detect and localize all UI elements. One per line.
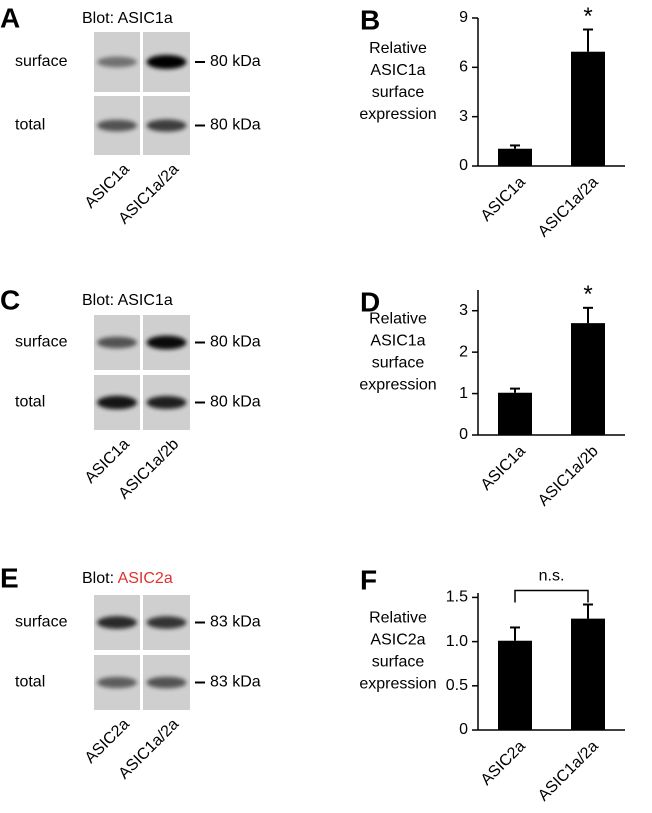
marker-label: 83 kDa — [210, 674, 261, 691]
x-tick-label: ASIC1a/2a — [535, 738, 602, 805]
marker-label: 80 kDa — [210, 117, 261, 134]
y-tick-label: 0 — [459, 721, 468, 738]
bar — [571, 323, 605, 435]
bar — [498, 392, 532, 435]
y-axis-label: ASIC1a — [370, 333, 425, 350]
y-tick-label: 9 — [459, 9, 468, 26]
blot-band — [97, 395, 137, 410]
marker-label: 80 kDa — [210, 394, 261, 411]
panel-letter: A — [0, 2, 20, 33]
blot-prefix: Blot: — [82, 570, 114, 587]
blot-row-label: surface — [15, 53, 68, 70]
y-axis-label: Relative — [369, 40, 427, 57]
panel-letter: B — [360, 4, 380, 35]
marker-label: 80 kDa — [210, 334, 261, 351]
bar — [498, 148, 532, 166]
y-tick-label: 3 — [459, 108, 468, 125]
blot-band — [146, 119, 187, 132]
panel-letter: C — [0, 284, 20, 315]
significance-mark: * — [583, 3, 592, 30]
blot-band — [146, 335, 187, 350]
marker-label: 83 kDa — [210, 614, 261, 631]
marker-label: 80 kDa — [210, 53, 261, 70]
y-tick-label: 0 — [459, 426, 468, 443]
bar — [571, 51, 605, 166]
blot-target: ASIC1a — [118, 292, 173, 309]
blot-band — [146, 55, 187, 69]
blot-title: Blot: ASIC1a — [82, 10, 173, 27]
y-tick-label: 3 — [459, 302, 468, 319]
blot-row-label: total — [15, 117, 45, 134]
blot-band — [146, 395, 187, 410]
blot-band — [97, 336, 137, 349]
bar — [571, 618, 605, 730]
y-tick-label: 0.5 — [446, 677, 468, 694]
lane-label: ASIC1a — [82, 436, 133, 487]
x-tick-label: ASIC1a/2a — [535, 174, 602, 241]
y-axis-label: ASIC1a — [370, 62, 425, 79]
significance-mark: * — [583, 281, 592, 308]
blot-band — [146, 616, 187, 629]
blot-band — [97, 56, 137, 68]
x-tick-label: ASIC1a — [478, 443, 529, 494]
bracket — [514, 589, 589, 603]
y-axis-label: surface — [372, 355, 425, 372]
y-tick-label: 1.0 — [446, 633, 468, 650]
y-axis-label: Relative — [369, 311, 427, 328]
y-tick-label: 0 — [459, 157, 468, 174]
x-tick-label: ASIC1a/2b — [535, 443, 602, 510]
blot-row-label: total — [15, 674, 45, 691]
blot-row-label: surface — [15, 614, 68, 631]
blot-prefix: Blot: — [82, 10, 114, 27]
lane-label: ASIC1a — [82, 161, 133, 212]
y-axis-label: expression — [359, 377, 436, 394]
bracket-label: n.s. — [539, 568, 565, 585]
blot-target: ASIC1a — [118, 10, 173, 27]
blot-row-label: total — [15, 394, 45, 411]
blot-target: ASIC2a — [118, 570, 173, 587]
y-tick-label: 6 — [459, 59, 468, 76]
blot-prefix: Blot: — [82, 292, 114, 309]
blot-band — [97, 676, 137, 689]
x-tick-label: ASIC1a — [478, 174, 529, 225]
y-tick-label: 1 — [459, 385, 468, 402]
blot-band — [97, 616, 137, 629]
blot-row-label: surface — [15, 334, 68, 351]
lane-label: ASIC2a — [82, 716, 133, 767]
y-axis-label: expression — [359, 676, 436, 693]
panel-letter: D — [360, 286, 380, 317]
panel-letter: E — [0, 562, 19, 593]
blot-band — [97, 119, 137, 132]
blot-band — [146, 676, 187, 689]
y-axis-label: surface — [372, 654, 425, 671]
blot-title: Blot: ASIC1a — [82, 292, 173, 309]
y-tick-label: 2 — [459, 343, 468, 360]
bar — [498, 640, 532, 730]
y-axis-label: ASIC2a — [370, 632, 425, 649]
y-axis-label: expression — [359, 106, 436, 123]
x-tick-label: ASIC2a — [478, 738, 529, 789]
y-axis-label: surface — [372, 84, 425, 101]
panel-letter: F — [360, 564, 377, 595]
y-axis-label: Relative — [369, 610, 427, 627]
blot-title: Blot: ASIC2a — [82, 570, 173, 587]
y-tick-label: 1.5 — [446, 589, 468, 606]
